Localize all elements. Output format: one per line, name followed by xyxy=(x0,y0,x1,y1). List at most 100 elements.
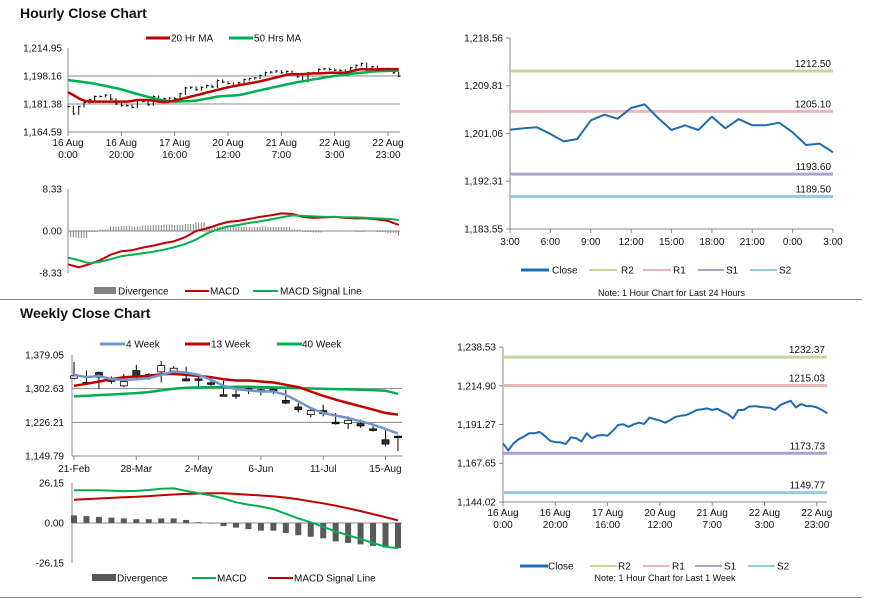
y-tick-label: 1,209.81 xyxy=(464,81,503,92)
x-tick-label: 21:00 xyxy=(740,237,765,248)
macd-signal-line xyxy=(67,214,399,265)
y-tick-label: 26.15 xyxy=(39,479,64,490)
x-tick-label: 15-Aug xyxy=(369,464,401,475)
divergence-bar xyxy=(158,518,165,523)
y-tick-label: 1,183.55 xyxy=(464,225,503,236)
x-tick-label: 22 Aug xyxy=(372,138,403,149)
candle-down xyxy=(207,382,215,385)
divergence-bar xyxy=(270,523,277,531)
divergence-bar xyxy=(232,523,239,528)
hourly-chart-title: Hourly Close Chart xyxy=(20,5,147,21)
x-tick-label: 20:00 xyxy=(543,520,568,531)
y-tick-label: 1,144.02 xyxy=(457,498,496,509)
y-tick-label: -8.33 xyxy=(39,269,62,280)
x-tick-label: 3:00 xyxy=(755,520,775,531)
divergence-bar xyxy=(120,518,127,523)
legend-swatch xyxy=(92,574,116,581)
x-tick-label: 15:00 xyxy=(659,237,684,248)
candle-down xyxy=(294,406,303,411)
x-tick-label: 23:00 xyxy=(375,150,400,161)
y-tick-label: 8.33 xyxy=(43,185,63,196)
divergence-bar xyxy=(394,523,401,549)
ma50-line xyxy=(67,69,399,103)
divergence-bar xyxy=(320,523,327,539)
ma4-week-line xyxy=(73,370,399,435)
x-tick-label: 6:00 xyxy=(541,237,561,248)
x-tick-label: 21-Feb xyxy=(58,464,90,475)
x-tick-label: 18:00 xyxy=(699,237,724,248)
close-line xyxy=(509,103,834,154)
legend-label-2: R2 xyxy=(621,266,634,277)
candle-down xyxy=(394,435,402,439)
y-tick-label: 1,218.56 xyxy=(464,34,503,45)
legend-label-2: MACD xyxy=(217,574,246,585)
x-tick-label: 16:00 xyxy=(595,520,620,531)
candle-down xyxy=(132,370,141,377)
x-tick-label: 12:00 xyxy=(647,520,672,531)
divergence-bar xyxy=(295,523,302,536)
candle-down xyxy=(369,428,377,431)
y-tick-label: 0.00 xyxy=(45,519,65,530)
y-tick-label: 1,379.05 xyxy=(25,351,64,362)
x-tick-label: 16 Aug xyxy=(52,138,83,149)
x-tick-label: 12:00 xyxy=(215,150,240,161)
y-tick-label: 1,238.53 xyxy=(457,343,496,354)
x-tick-label: 20 Aug xyxy=(644,508,675,519)
legend-label-1: Close xyxy=(552,266,578,277)
y-tick-label: 1,167.65 xyxy=(457,459,496,470)
divergence-bar xyxy=(108,517,115,523)
divergence-bar xyxy=(83,516,90,523)
x-tick-label: 0:00 xyxy=(493,520,513,531)
divergence-bar xyxy=(370,523,377,546)
level-label-s2: 1189.50 xyxy=(796,185,832,196)
divergence-bar xyxy=(145,519,152,523)
divergence-bar xyxy=(183,519,190,523)
x-tick-label: 16:00 xyxy=(162,150,187,161)
x-tick-label: 22 Aug xyxy=(749,508,780,519)
chart-note: Note: 1 Hour Chart for Last 1 Week xyxy=(595,573,736,583)
x-tick-label: 17 Aug xyxy=(159,138,190,149)
macd-line xyxy=(67,212,400,269)
level-label-s2: 1149.77 xyxy=(790,481,826,492)
legend-label-3: MACD Signal Line xyxy=(280,287,362,298)
x-tick-label: 23:00 xyxy=(804,520,829,531)
x-tick-label: 16 Aug xyxy=(487,508,518,519)
y-tick-label: 1,192.31 xyxy=(464,177,503,188)
x-tick-label: 16 Aug xyxy=(106,138,137,149)
ma13-week-line xyxy=(73,372,399,416)
y-tick-label: 1,149.79 xyxy=(25,452,64,463)
macd-line xyxy=(74,487,399,550)
x-tick-label: 2-May xyxy=(185,464,213,475)
divergence-bar xyxy=(245,523,252,530)
x-tick-label: 21 Aug xyxy=(266,138,297,149)
x-tick-label: 28-Mar xyxy=(120,464,152,475)
x-tick-label: 11-Jul xyxy=(310,464,337,475)
close-line xyxy=(502,399,828,452)
divergence-bar xyxy=(220,523,227,527)
legend-label-4: S1 xyxy=(726,266,739,277)
macd-signal-line xyxy=(73,492,399,522)
legend-label-5: S2 xyxy=(779,266,792,277)
divergence-bar xyxy=(282,523,289,533)
x-tick-label: 7:00 xyxy=(702,520,722,531)
x-tick-label: 7:00 xyxy=(272,150,292,161)
x-tick-label: 9:00 xyxy=(581,237,601,248)
y-tick-label: 1,181.38 xyxy=(23,99,62,110)
candle-up xyxy=(157,365,166,373)
legend-label-2: R2 xyxy=(618,562,631,573)
legend-label-3: 40 Week xyxy=(302,340,342,351)
divergence-bar xyxy=(307,523,314,537)
level-label-r2: 1212.50 xyxy=(795,59,832,70)
candle-down xyxy=(182,378,191,382)
y-tick-label: 1,191.27 xyxy=(457,420,496,431)
x-tick-label: 6-Jun xyxy=(248,464,273,475)
ma40-week-line xyxy=(73,385,399,398)
divergence-bar xyxy=(345,523,352,543)
y-tick-label: 0.00 xyxy=(43,227,63,238)
legend-label-5: S2 xyxy=(777,562,790,573)
x-tick-label: 3:00 xyxy=(823,237,843,248)
x-tick-label: 22 Aug xyxy=(319,138,350,149)
candle-up xyxy=(344,419,353,424)
legend-label-2: 50 Hrs MA xyxy=(254,34,302,45)
